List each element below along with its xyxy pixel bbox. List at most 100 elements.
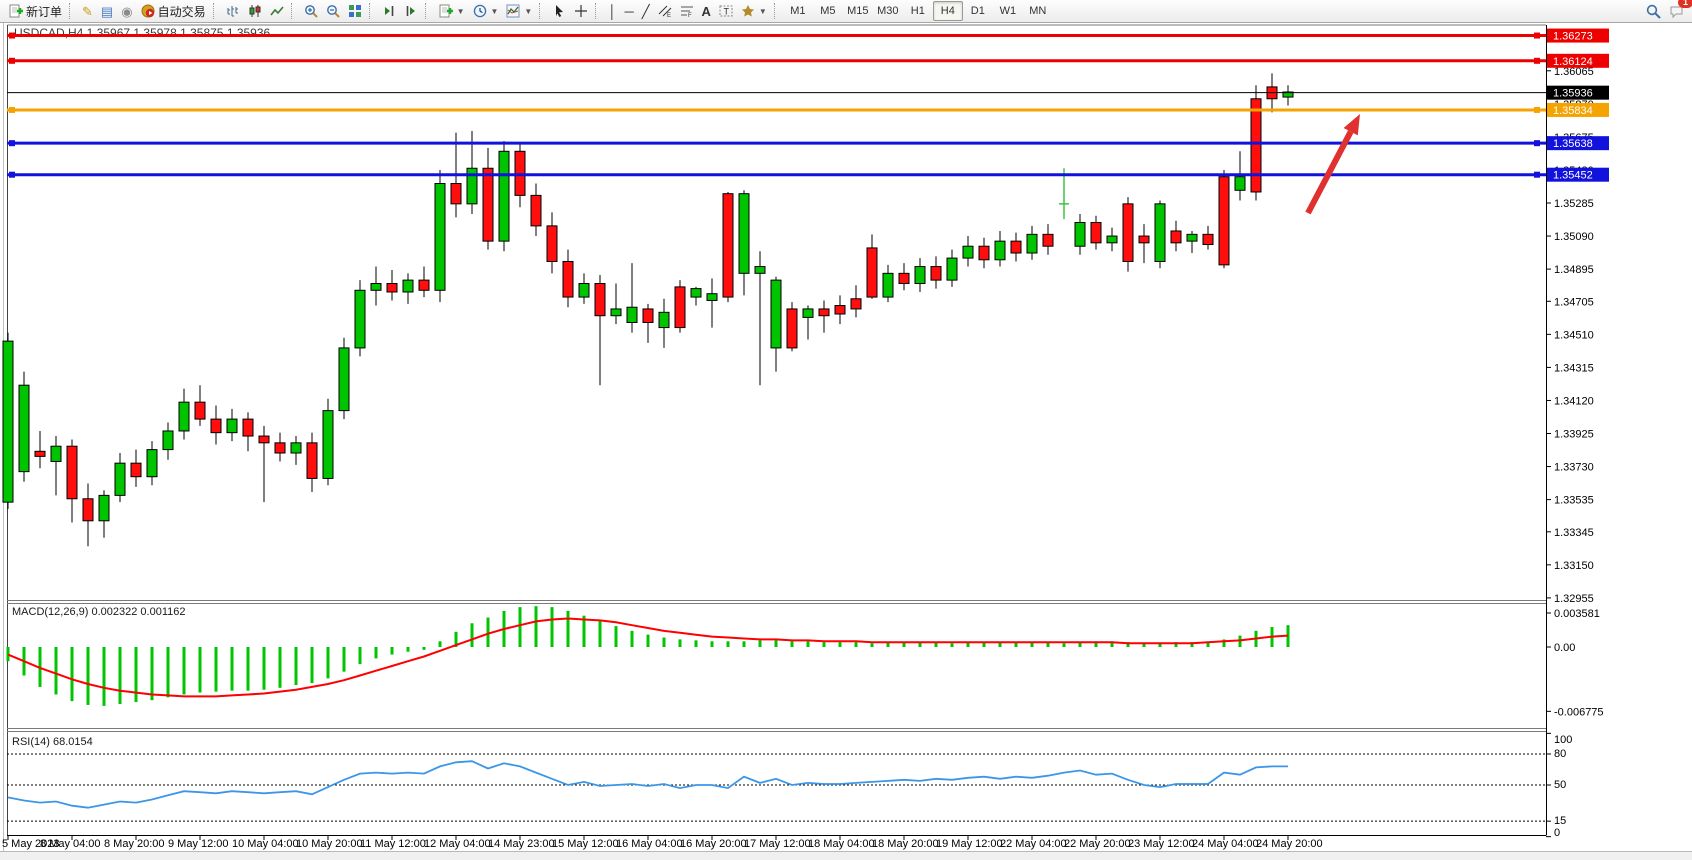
time-label: 17 May 12:00 xyxy=(744,838,811,850)
label-tool[interactable]: T xyxy=(715,0,737,22)
time-label: 16 May 04:00 xyxy=(616,838,683,850)
timeframe-mn-button[interactable]: MN xyxy=(1029,5,1047,17)
line-handle-left[interactable] xyxy=(9,140,15,147)
line-handle-right[interactable] xyxy=(1534,140,1540,147)
chart-frame xyxy=(3,23,1547,851)
new-chart-dropdown[interactable]: ▼ xyxy=(434,0,469,22)
candle xyxy=(914,258,926,292)
resistance-line-2[interactable]: 1.36124 xyxy=(7,53,1609,68)
line-handle-right[interactable] xyxy=(1534,171,1540,178)
candle xyxy=(498,141,510,252)
channel-tool[interactable]: E xyxy=(654,0,676,22)
candle xyxy=(866,234,878,299)
current-price-line[interactable]: 1.35936 xyxy=(7,85,1609,100)
chat-icon[interactable]: 1 xyxy=(1665,0,1692,22)
macd-scale[interactable]: 0.003581 0.00 -0.006775 xyxy=(1546,608,1604,718)
line-handle-right[interactable] xyxy=(1534,32,1540,39)
candle xyxy=(1042,224,1054,255)
resistance-line-1[interactable]: 1.36273 xyxy=(7,28,1609,43)
support-line-2[interactable]: 1.35452 xyxy=(7,167,1609,182)
fibonacci-tool[interactable]: F xyxy=(676,0,698,22)
auto-scroll-icon[interactable] xyxy=(378,0,400,22)
new-order-button[interactable]: 新订单 xyxy=(4,0,66,22)
bars-chart-icon[interactable] xyxy=(222,0,244,22)
price-tick: 1.33535 xyxy=(1554,495,1594,507)
line-handle-left[interactable] xyxy=(9,32,15,39)
candle xyxy=(466,130,478,215)
trendline-tool[interactable]: ╱ xyxy=(641,3,650,19)
timeframe-w1-button[interactable]: W1 xyxy=(999,5,1017,17)
candle xyxy=(834,295,846,325)
candles-chart-icon[interactable] xyxy=(244,0,266,22)
candle xyxy=(1059,168,1069,220)
candle xyxy=(1138,224,1150,264)
line-handle-left[interactable] xyxy=(9,106,15,113)
highlighter-icon[interactable]: ✎ xyxy=(82,3,93,19)
signals-icon[interactable]: ◉ xyxy=(121,3,133,19)
line-handle-left[interactable] xyxy=(9,57,15,64)
periods-dropdown[interactable]: ▼ xyxy=(469,0,503,22)
candle xyxy=(850,285,862,318)
chart-shift-icon[interactable] xyxy=(400,0,422,22)
candle xyxy=(2,332,14,509)
crosshair-tool[interactable] xyxy=(570,0,592,22)
timeframe-d1-button[interactable]: D1 xyxy=(970,5,985,17)
quotes-window-icon[interactable]: ▤ xyxy=(100,3,114,19)
tile-windows-icon[interactable] xyxy=(344,0,366,22)
candle xyxy=(802,305,814,340)
candle xyxy=(1154,200,1166,269)
support-line-1-price-text: 1.35638 xyxy=(1553,138,1593,150)
price-tick: 1.34895 xyxy=(1554,264,1594,276)
line-chart-icon[interactable] xyxy=(266,0,288,22)
price-tick: 1.35285 xyxy=(1554,198,1594,210)
search-icon[interactable] xyxy=(1642,0,1665,22)
autotrading-button[interactable]: 自动交易 xyxy=(137,0,210,22)
candle xyxy=(130,449,142,487)
vline-tool[interactable]: │ xyxy=(608,3,617,19)
candle xyxy=(82,483,94,547)
rsi-scale[interactable]: 100 80 50 150 xyxy=(1546,732,1572,839)
current-price-line-price-text: 1.35936 xyxy=(1553,88,1593,100)
resistance-line-1-price-label xyxy=(1547,28,1609,43)
price-tick: 1.34510 xyxy=(1554,329,1594,341)
price-tick: 1.34315 xyxy=(1554,362,1594,374)
hline-tool[interactable]: ─ xyxy=(624,3,634,19)
chevron-down-icon: ▼ xyxy=(524,6,533,16)
zoom-in-icon[interactable] xyxy=(300,0,322,22)
timeframe-h4-button[interactable]: H4 xyxy=(932,1,963,21)
price-tick: 1.34705 xyxy=(1554,296,1594,308)
text-tool[interactable]: A xyxy=(701,3,711,19)
cursor-tool[interactable] xyxy=(548,0,570,22)
zoom-out-icon[interactable] xyxy=(322,0,344,22)
trend-arrow[interactable] xyxy=(1305,114,1360,215)
timeframe-h1-button[interactable]: H1 xyxy=(910,5,925,17)
timeframe-m1-button[interactable]: M1 xyxy=(790,5,806,17)
orange-level-line-price-text: 1.35834 xyxy=(1553,105,1593,117)
line-handle-right[interactable] xyxy=(1534,57,1540,64)
time-label: 8 May 20:00 xyxy=(104,838,165,850)
price-scale[interactable]: 1.362601.360651.358701.356751.354801.352… xyxy=(1546,33,1594,605)
chevron-down-icon: ▼ xyxy=(456,6,465,16)
line-handle-left[interactable] xyxy=(9,171,15,178)
support-line-1[interactable]: 1.35638 xyxy=(7,136,1609,151)
line-handle-right[interactable] xyxy=(1534,106,1540,113)
candle xyxy=(50,436,62,496)
candle xyxy=(738,190,750,296)
time-label: 22 May 20:00 xyxy=(1064,838,1131,850)
timeframe-m5-button[interactable]: M5 xyxy=(820,5,836,17)
timeframe-m30-button[interactable]: M30 xyxy=(877,5,899,17)
orange-level-line[interactable]: 1.35834 xyxy=(7,102,1609,117)
candle xyxy=(210,405,222,445)
price-tick: 1.33150 xyxy=(1554,560,1594,572)
time-label: 22 May 04:00 xyxy=(1000,838,1067,850)
resistance-line-2-price-text: 1.36124 xyxy=(1553,56,1593,68)
candle xyxy=(994,230,1006,267)
indicators-dropdown[interactable]: ▼ xyxy=(502,0,536,22)
timeframe-m15-button[interactable]: M15 xyxy=(847,5,869,17)
shapes-dropdown[interactable]: ▼ xyxy=(737,0,771,22)
candle xyxy=(546,212,558,274)
time-label: 19 May 12:00 xyxy=(936,838,1003,850)
